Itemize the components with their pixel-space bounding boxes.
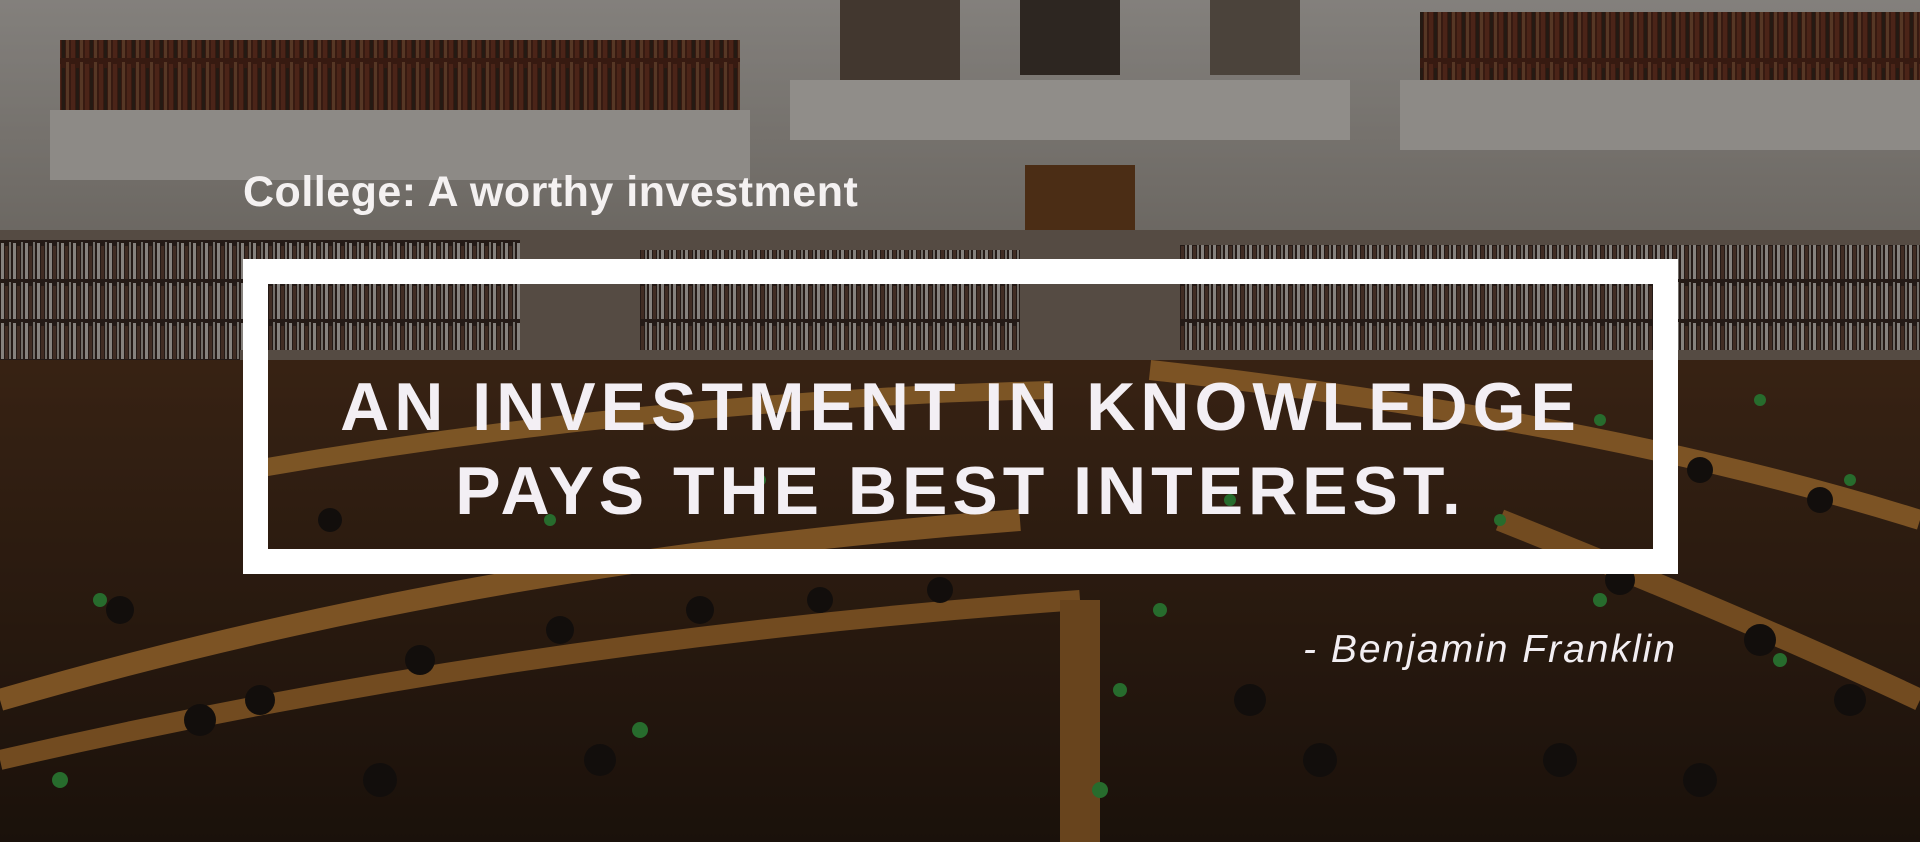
quote-text: AN INVESTMENT IN KNOWLEDGE PAYS THE BEST… [268, 365, 1653, 533]
quote-attribution: - Benjamin Franklin [1303, 628, 1677, 671]
quote-frame: AN INVESTMENT IN KNOWLEDGE PAYS THE BEST… [243, 259, 1678, 574]
slide-subtitle: College: A worthy investment [243, 168, 859, 216]
quote-line-2: PAYS THE BEST INTEREST. [455, 453, 1466, 529]
quote-line-1: AN INVESTMENT IN KNOWLEDGE [340, 369, 1581, 445]
